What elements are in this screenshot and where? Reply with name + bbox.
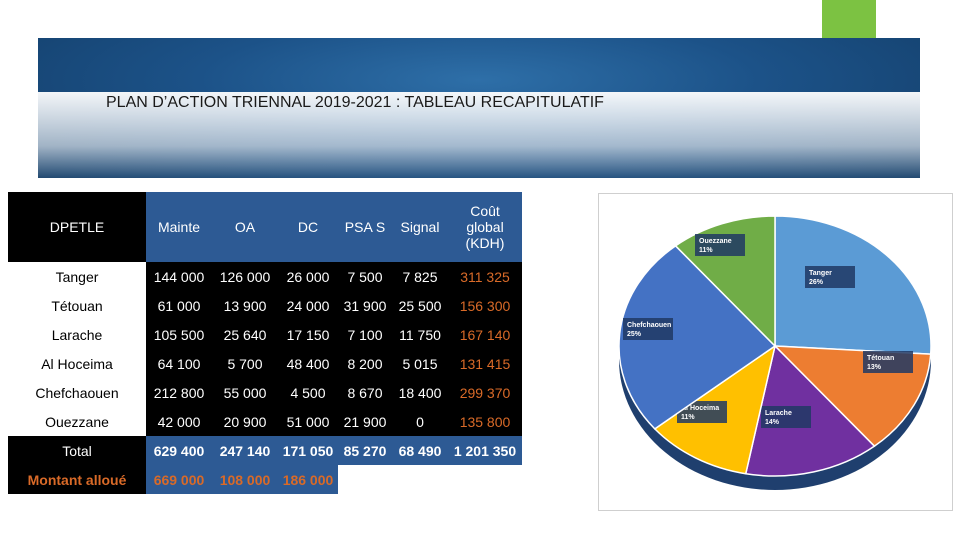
row-label: Tanger: [55, 268, 99, 285]
total-cell: 68 490: [392, 436, 448, 465]
table-cell: 144 000: [146, 262, 212, 291]
pie-label-percent: 25%: [627, 331, 642, 338]
header-cell: Signal: [392, 192, 448, 262]
pie-label: Chefchaouen 25%: [623, 318, 673, 340]
header-cell: Mainte: [146, 192, 212, 262]
table-row: Tétouan 61 000 13 900 24 000 31 900 25 500 156…: [8, 291, 522, 320]
cost-cell: 131 415: [448, 349, 522, 378]
row-label: Larache: [51, 326, 103, 343]
table-cell: 64 100: [146, 349, 212, 378]
table-cell: 4 500: [278, 378, 338, 407]
table-cell: 18 400: [392, 378, 448, 407]
pie-label: Tétouan 13%: [863, 351, 913, 373]
pie-label-percent: 13%: [867, 364, 882, 371]
total-cell: 171 050: [278, 436, 338, 465]
table-cell: 25 500: [392, 291, 448, 320]
table-cell: 21 900: [338, 407, 392, 436]
table-cell: 20 900: [212, 407, 278, 436]
header-cell: OA: [212, 192, 278, 262]
table-cell: 212 800: [146, 378, 212, 407]
pie-label: Al Hoceima 11%: [677, 401, 727, 423]
table-cell: 31 900: [338, 291, 392, 320]
pie-label: Ouezzane 11%: [695, 234, 745, 256]
header-cell: Coût global (KDH): [448, 192, 522, 262]
table-cell: 48 400: [278, 349, 338, 378]
table-cell: 7 100: [338, 320, 392, 349]
table-cell: 11 750: [392, 320, 448, 349]
table-cell: 5 015: [392, 349, 448, 378]
cost-cell: 299 370: [448, 378, 522, 407]
montant-label: Montant alloué: [8, 465, 146, 494]
pie-label: Larache 14%: [761, 406, 811, 428]
pie-label-name: Ouezzane: [699, 238, 732, 245]
table-cell: 51 000: [278, 407, 338, 436]
table-cell: 8 200: [338, 349, 392, 378]
total-row: Total 629 400 247 140 171 050 85 270 68 …: [8, 436, 522, 465]
table-cell: 13 900: [212, 291, 278, 320]
table-cell: 126 000: [212, 262, 278, 291]
table-row: Al Hoceima 64 100 5 700 48 400 8 200 5 015 131…: [8, 349, 522, 378]
total-cell: 85 270: [338, 436, 392, 465]
pie-chart-panel: Tanger 26% Tétouan 13% Larache 14% Al Hoceima 1…: [598, 193, 953, 511]
total-label: Total: [8, 436, 146, 465]
title-banner-fade: [38, 92, 920, 182]
table-header-row: DPETLE Mainte OA DC PSA S Signal Coût gl…: [8, 192, 522, 262]
header-cell: DC: [278, 192, 338, 262]
table-cell: 7 825: [392, 262, 448, 291]
table-cell: 25 640: [212, 320, 278, 349]
recap-table: DPETLE Mainte OA DC PSA S Signal Coût gl…: [8, 192, 522, 494]
pie-label-name: Al Hoceima: [681, 405, 719, 412]
table-cell: 17 150: [278, 320, 338, 349]
table-row: Ouezzane 42 000 20 900 51 000 21 900 0 135 800: [8, 407, 522, 436]
table-cell: 26 000: [278, 262, 338, 291]
table-body: Tanger 144 000 126 000 26 000 7 500 7 825 311 …: [8, 262, 522, 436]
header-cell: PSA S: [338, 192, 392, 262]
total-cell: 247 140: [212, 436, 278, 465]
table-cell: 42 000: [146, 407, 212, 436]
montant-cell: 108 000: [212, 465, 278, 494]
table-cell: 105 500: [146, 320, 212, 349]
row-label: Ouezzane: [45, 413, 109, 430]
table-row: Chefchaouen 212 800 55 000 4 500 8 670 18 400…: [8, 378, 522, 407]
cost-cell: 311 325: [448, 262, 522, 291]
table-cell: 24 000: [278, 291, 338, 320]
pie-label-percent: 14%: [765, 419, 780, 426]
table-cell: 55 000: [212, 378, 278, 407]
pie-label-percent: 11%: [681, 414, 695, 421]
table-cell: 5 700: [212, 349, 278, 378]
montant-cell: 669 000: [146, 465, 212, 494]
pie-label-name: Larache: [765, 410, 792, 417]
pie-label: Tanger 26%: [805, 266, 855, 288]
pie-chart: Tanger 26% Tétouan 13% Larache 14% Al Hoceima 1…: [618, 215, 932, 490]
table-cell: 61 000: [146, 291, 212, 320]
header-cell: DPETLE: [8, 192, 146, 262]
row-label: Chefchaouen: [35, 384, 119, 401]
montant-row: Montant alloué 669 000 108 000 186 000: [8, 465, 522, 494]
total-cell: 1 201 350: [448, 436, 522, 465]
montant-cell: 186 000: [278, 465, 338, 494]
page-title: PLAN D’ACTION TRIENNAL 2019-2021 : TABLE…: [106, 94, 604, 111]
pie-label-name: Tétouan: [867, 355, 894, 362]
total-cell: 629 400: [146, 436, 212, 465]
table-cell: 8 670: [338, 378, 392, 407]
pie-label-percent: 26%: [809, 279, 824, 286]
table-row: Tanger 144 000 126 000 26 000 7 500 7 825 311 …: [8, 262, 522, 291]
pie-slice: [618, 244, 777, 430]
pie-label-name: Chefchaouen: [627, 322, 671, 329]
pie-label-percent: 11%: [699, 247, 713, 254]
row-label: Tétouan: [51, 297, 103, 314]
table-row: Larache 105 500 25 640 17 150 7 100 11 750 167…: [8, 320, 522, 349]
pie-label-name: Tanger: [809, 270, 832, 277]
cost-cell: 156 300: [448, 291, 522, 320]
row-label: Al Hoceima: [41, 355, 113, 372]
cost-cell: 167 140: [448, 320, 522, 349]
cost-cell: 135 800: [448, 407, 522, 436]
table-cell: 7 500: [338, 262, 392, 291]
table-cell: 0: [392, 407, 448, 436]
